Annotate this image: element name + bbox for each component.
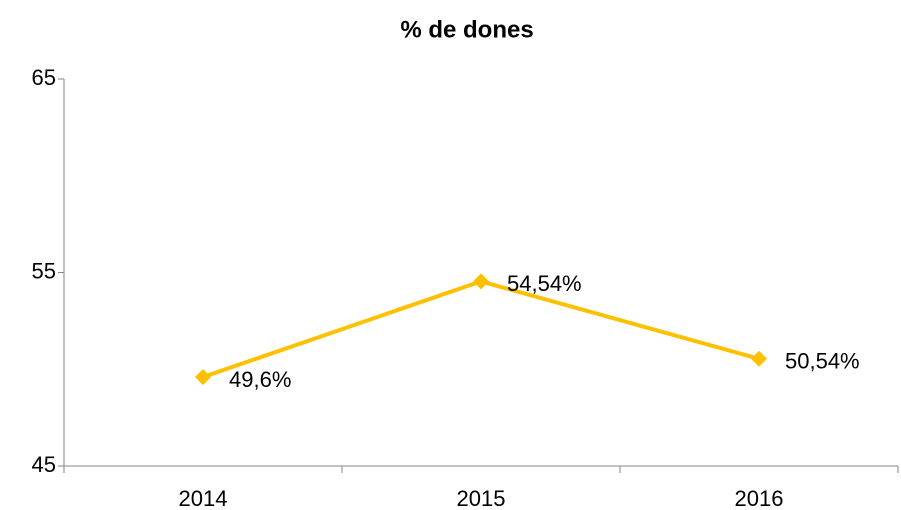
x-tick-label: 2015 bbox=[457, 486, 506, 510]
marker bbox=[751, 350, 767, 367]
y-tick-label: 45 bbox=[32, 452, 56, 477]
data-label: 49,6% bbox=[229, 367, 291, 392]
x-tick-label: 2016 bbox=[735, 486, 784, 510]
marker bbox=[195, 368, 211, 385]
data-label: 54,54% bbox=[507, 271, 582, 296]
chart-title: % de dones bbox=[400, 16, 533, 43]
marker bbox=[473, 273, 489, 290]
line bbox=[202, 279, 760, 379]
y-tick-label: 65 bbox=[32, 65, 56, 90]
x-tick-label: 2014 bbox=[179, 486, 228, 510]
y-tick-label: 55 bbox=[32, 258, 56, 283]
data-label: 50,54% bbox=[785, 349, 860, 374]
